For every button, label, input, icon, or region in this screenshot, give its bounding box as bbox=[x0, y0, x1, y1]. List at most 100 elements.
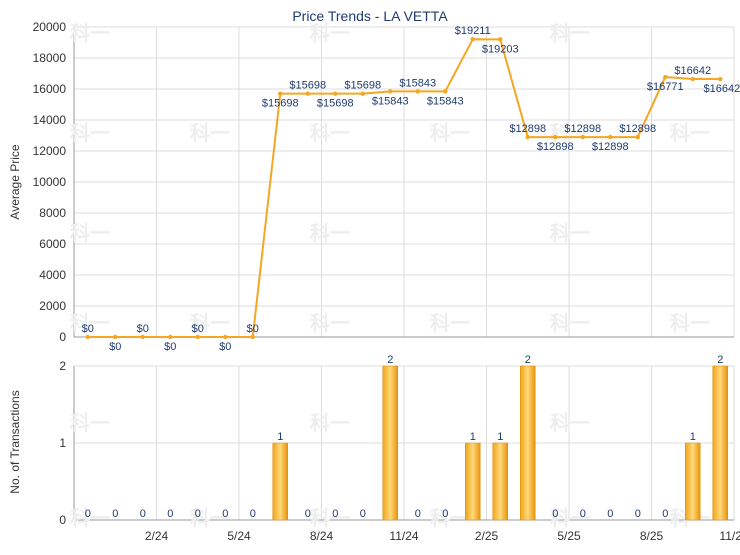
x-tick-label: 8/24 bbox=[310, 529, 334, 543]
price-value-label: $0 bbox=[137, 323, 149, 335]
watermark-text: 科一 bbox=[310, 411, 350, 435]
price-point bbox=[85, 334, 90, 340]
price-value-label: $15843 bbox=[372, 95, 409, 107]
price-point bbox=[690, 76, 695, 82]
bar-value-label: 1 bbox=[497, 431, 503, 443]
watermark-text: 科一 bbox=[190, 506, 230, 530]
bar-value-label: 1 bbox=[690, 431, 696, 443]
price-point bbox=[113, 334, 118, 340]
x-tick-label: 11/24 bbox=[389, 529, 418, 543]
bar-value-label: 2 bbox=[387, 354, 393, 366]
bar-value-label: 0 bbox=[580, 508, 586, 520]
price-point bbox=[415, 89, 420, 94]
y-axis-label-price: Average Price bbox=[8, 144, 22, 219]
transaction-bar bbox=[520, 365, 536, 521]
bar-value-label: 0 bbox=[635, 508, 641, 520]
watermark-text: 科一 bbox=[670, 311, 710, 335]
bar-value-label: 2 bbox=[525, 354, 531, 366]
watermark-text: 科一 bbox=[70, 506, 110, 530]
x-tick-label: 5/25 bbox=[557, 529, 581, 543]
x-tick-label: 5/24 bbox=[227, 529, 251, 543]
price-value-label: $12898 bbox=[619, 123, 656, 135]
watermark-text: 科一 bbox=[550, 21, 590, 45]
watermark-text: 科一 bbox=[70, 221, 110, 245]
price-value-label: $15698 bbox=[262, 98, 299, 110]
price-point bbox=[498, 37, 503, 42]
watermark-text: 科一 bbox=[310, 121, 350, 145]
price-point bbox=[388, 89, 393, 94]
price-value-label: $15843 bbox=[427, 95, 464, 107]
price-value-label: $15698 bbox=[344, 80, 381, 92]
price-point bbox=[718, 76, 723, 82]
watermark-text: 科一 bbox=[310, 21, 350, 45]
y-tick-label: 10000 bbox=[33, 175, 67, 189]
price-value-label: $12898 bbox=[564, 123, 601, 135]
price-series-line bbox=[87, 38, 721, 338]
price-point bbox=[443, 89, 448, 94]
transaction-bar bbox=[492, 442, 508, 521]
bar-value-label: 0 bbox=[195, 508, 201, 520]
y-tick-label: 14000 bbox=[33, 113, 67, 127]
bar-value-label: 0 bbox=[305, 508, 311, 520]
bar-value-label: 0 bbox=[360, 508, 366, 520]
watermark-text: 科一 bbox=[550, 121, 590, 145]
price-point bbox=[333, 91, 338, 96]
price-value-label: $19211 bbox=[455, 25, 491, 37]
y-tick-label: 0 bbox=[59, 513, 66, 527]
watermark-text: 科一 bbox=[670, 121, 710, 145]
bar-value-label: 0 bbox=[552, 508, 558, 520]
bar-value-label: 0 bbox=[332, 508, 338, 520]
labels-layer: 2/245/248/2411/242/255/258/2511/25020004… bbox=[33, 20, 740, 543]
watermark-text: 科一 bbox=[430, 311, 470, 335]
price-value-label: $12898 bbox=[592, 141, 629, 153]
y-tick-label: 16000 bbox=[33, 82, 67, 96]
bar-value-label: 1 bbox=[470, 431, 476, 443]
bar-value-label: 0 bbox=[167, 508, 173, 520]
watermark-text: 科一 bbox=[550, 311, 590, 335]
price-point bbox=[525, 134, 530, 140]
price-value-label: $16642 bbox=[674, 65, 711, 77]
watermark-text: 科一 bbox=[430, 121, 470, 145]
bar-value-label: 0 bbox=[415, 508, 421, 520]
bar-value-label: 0 bbox=[607, 508, 613, 520]
watermark-text: 科一 bbox=[70, 21, 110, 45]
transaction-bar bbox=[382, 365, 398, 521]
price-value-label: $15698 bbox=[289, 80, 326, 92]
transaction-bar bbox=[712, 365, 728, 521]
y-tick-label: 1 bbox=[59, 436, 66, 450]
price-point bbox=[168, 334, 173, 340]
price-point bbox=[470, 37, 475, 42]
price-value-label: $19203 bbox=[482, 43, 519, 55]
watermark-text: 科一 bbox=[190, 121, 230, 145]
x-tick-label: 8/25 bbox=[640, 529, 664, 543]
price-point bbox=[663, 74, 668, 80]
transaction-bar bbox=[465, 442, 481, 521]
y-tick-label: 6000 bbox=[39, 237, 66, 251]
bar-value-label: 0 bbox=[140, 508, 146, 520]
watermark-text: 科一 bbox=[310, 311, 350, 335]
watermark-text: 科一 bbox=[70, 121, 110, 145]
price-value-label: $0 bbox=[164, 341, 176, 353]
bar-value-label: 2 bbox=[717, 354, 723, 366]
price-point bbox=[635, 134, 640, 140]
bar-value-label: 0 bbox=[662, 508, 668, 520]
price-point bbox=[580, 134, 585, 140]
price-value-label: $0 bbox=[109, 341, 121, 353]
x-tick-label: 2/24 bbox=[145, 529, 169, 543]
grid-layer bbox=[73, 26, 735, 521]
watermark-text: 科一 bbox=[430, 506, 470, 530]
x-tick-label: 2/25 bbox=[475, 529, 499, 543]
y-tick-label: 18000 bbox=[33, 51, 67, 65]
price-value-label: $0 bbox=[219, 341, 231, 353]
watermark-text: 科一 bbox=[70, 311, 110, 335]
watermark-text: 科一 bbox=[190, 311, 230, 335]
bar-value-label: 0 bbox=[112, 508, 118, 520]
line-layer bbox=[85, 37, 723, 340]
bars-layer bbox=[272, 365, 728, 521]
bar-value-label: 0 bbox=[442, 508, 448, 520]
bar-value-label: 0 bbox=[85, 508, 91, 520]
watermark-text: 科一 bbox=[550, 221, 590, 245]
